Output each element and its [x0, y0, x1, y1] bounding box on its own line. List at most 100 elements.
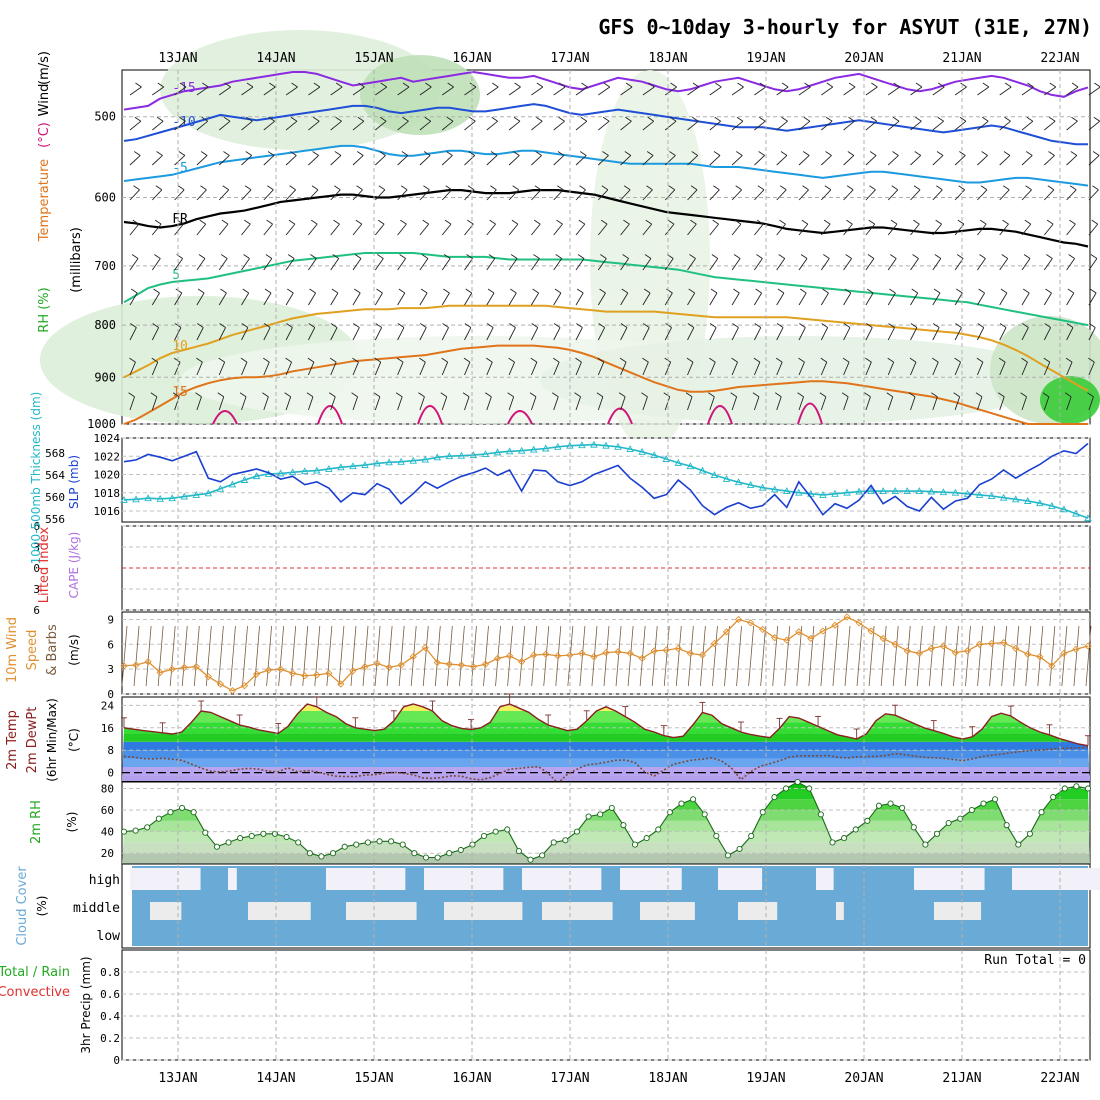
- wind-barb-flag: [915, 116, 922, 122]
- wind10m-point: [554, 652, 562, 660]
- wind-barb-flag: [445, 185, 452, 191]
- wind-barb-flag: [133, 185, 140, 191]
- thickness-point: [734, 478, 743, 486]
- thickness-point: [1023, 497, 1032, 504]
- wind10m-barb: [266, 625, 272, 687]
- isotherm-label: -5: [172, 161, 188, 176]
- precip-layer: 0 0.2 0.4 0.6 0.8: [100, 966, 1090, 1067]
- temp-band: [122, 758, 1090, 767]
- wind-barb-flag: [308, 323, 316, 328]
- wind-barb: [263, 258, 273, 271]
- wind-barb-flag: [756, 219, 764, 225]
- date-label-top: 19JAN: [746, 51, 785, 66]
- wind-barb: [486, 361, 493, 376]
- wind-barb-flag: [469, 82, 477, 88]
- wind-barb-flag: [288, 219, 296, 225]
- rh-shade: [160, 30, 440, 150]
- wind-barb-flag: [264, 288, 272, 294]
- wind-barb-flag: [200, 151, 208, 156]
- rh-point: [713, 832, 720, 839]
- wind-barb-flag: [491, 116, 498, 122]
- wind-barb: [174, 361, 181, 376]
- wind-barb: [419, 258, 429, 271]
- wind-barb: [263, 327, 271, 341]
- wind-barb-flag: [200, 185, 207, 191]
- isotherm--5: [123, 144, 1089, 187]
- wind-barb: [352, 120, 365, 131]
- wind-barb-flag: [686, 357, 694, 363]
- wind10m-point: [1060, 649, 1068, 658]
- wind-barb: [397, 361, 404, 376]
- thickness-point: [505, 447, 514, 455]
- wind-barb: [843, 120, 855, 131]
- wind-barb-flag: [755, 288, 762, 294]
- thickness-point: [325, 465, 333, 472]
- wind-barb-flag: [465, 288, 472, 294]
- wind10m-barb: [1025, 625, 1032, 687]
- wind-barb: [1043, 361, 1051, 376]
- date-label-top: 22JAN: [1040, 51, 1079, 66]
- thickness-point: [867, 487, 875, 495]
- wind-barb-flag: [982, 116, 989, 122]
- rh-point: [202, 829, 209, 836]
- wind-barb-flag: [263, 357, 270, 363]
- rh-point: [411, 850, 418, 857]
- cloud-mid-gap: [150, 902, 182, 920]
- wind-barb-flag: [290, 116, 298, 122]
- wind10m-point: [481, 660, 490, 668]
- wind-barb-flag: [312, 151, 319, 156]
- wind-barb-flag: [800, 254, 808, 259]
- wind-barb-flag: [151, 357, 159, 363]
- wind-barb: [397, 223, 407, 236]
- rh-point: [701, 811, 708, 818]
- wind-barb-flag: [329, 392, 336, 398]
- wind-barb-flag: [202, 82, 209, 88]
- wind-barb-flag: [826, 82, 834, 88]
- wind-barb: [954, 292, 963, 306]
- wind10m-panel: 0 3 6 9: [107, 611, 1092, 701]
- wind-barb: [821, 120, 833, 131]
- rh-point: [655, 826, 662, 833]
- wind-barb: [1088, 155, 1100, 166]
- wind-barb: [352, 361, 359, 376]
- wind-barb-flag: [510, 288, 517, 294]
- wind10m-point: [1012, 644, 1020, 653]
- wind-barb-flag: [177, 185, 185, 191]
- wind10m-point: [337, 680, 345, 688]
- chart-title: GFS 0~10day 3-hourly for ASYUT (31E, 27N…: [598, 15, 1092, 39]
- wind-barb: [820, 189, 832, 201]
- precip-tick-label: 0.8: [100, 966, 120, 979]
- wind-barb: [285, 258, 295, 271]
- wind-barb-flag: [734, 219, 742, 225]
- wind-barb: [954, 396, 961, 411]
- wind-barb: [575, 155, 587, 166]
- cloud-ylabel-2: (%): [35, 896, 49, 917]
- wind-barb: [754, 292, 762, 306]
- temp-ylabel-3: (6hr Min/Max): [45, 698, 59, 782]
- thickness-point: [1048, 502, 1056, 509]
- wind-barb: [575, 292, 584, 306]
- wind10m-point: [686, 649, 694, 658]
- wind-barb: [776, 292, 785, 306]
- wind10m-barb: [386, 625, 393, 687]
- rh-point: [155, 815, 162, 822]
- wind-barb-flag: [514, 82, 521, 88]
- wind-barb: [1088, 86, 1100, 96]
- wind10m-speed-line: [123, 616, 1089, 692]
- thickness-point: [300, 467, 309, 475]
- rh-point: [213, 843, 220, 850]
- wind-barb-flag: [758, 151, 765, 156]
- temp-ylabel-1: 2m Temp: [5, 710, 20, 770]
- rh-point: [434, 854, 441, 861]
- wind-barb-flag: [1042, 392, 1050, 398]
- date-label-bottom: 22JAN: [1040, 1071, 1079, 1086]
- wind-barb-flag: [667, 219, 675, 225]
- wind-barb-flag: [201, 116, 209, 122]
- wind-barb: [241, 86, 254, 96]
- wind10m-barb: [880, 625, 887, 687]
- wind10m-point: [939, 642, 948, 650]
- wind-barb-flag: [954, 357, 961, 363]
- wind-barb-flag: [380, 82, 388, 88]
- thickness-point: [614, 442, 622, 450]
